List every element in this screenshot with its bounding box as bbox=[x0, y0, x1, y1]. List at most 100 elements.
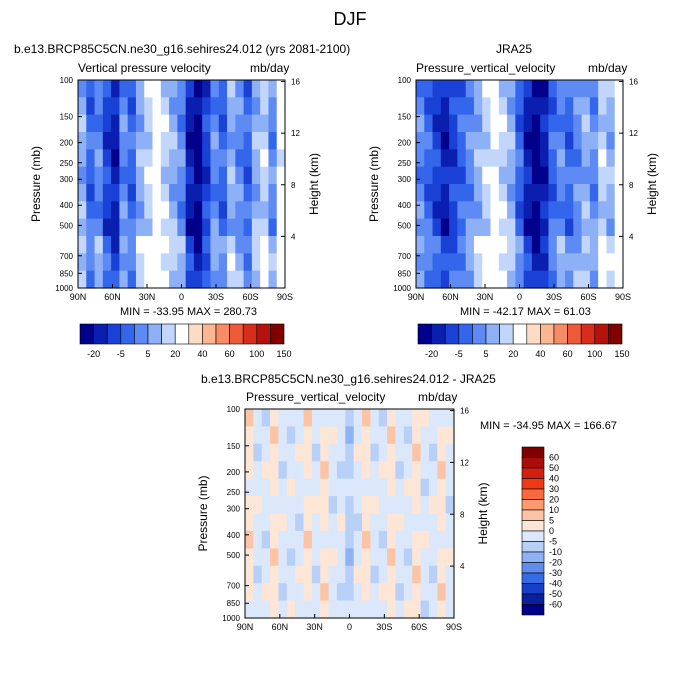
heatmap-cell bbox=[437, 513, 447, 532]
heatmap-cell bbox=[243, 149, 253, 168]
heatmap-cell bbox=[614, 253, 624, 272]
colorbar-label: -50 bbox=[549, 589, 562, 599]
y-tick-label: 100 bbox=[398, 76, 412, 85]
heatmap-cell bbox=[169, 149, 178, 168]
heatmap-cell bbox=[177, 270, 187, 289]
heatmap-cell bbox=[420, 443, 430, 462]
heatmap-cell bbox=[286, 443, 296, 462]
heatmap-cell bbox=[581, 218, 591, 237]
heatmap-cell bbox=[295, 548, 305, 567]
heatmap-cell bbox=[243, 184, 253, 202]
heatmap-cell bbox=[235, 201, 245, 220]
colorbar-label: 20 bbox=[549, 495, 559, 505]
heatmap-cell bbox=[152, 97, 162, 116]
heatmap-cell bbox=[278, 530, 288, 549]
heatmap-cell bbox=[328, 461, 338, 480]
y-tick-label: 150 bbox=[60, 113, 74, 122]
heatmap-cell bbox=[416, 218, 425, 237]
heatmap-cell bbox=[362, 513, 371, 532]
heatmap-cell bbox=[345, 565, 355, 584]
heatmap-cell bbox=[432, 149, 442, 168]
heatmap-cell bbox=[565, 97, 574, 116]
heatmap-cell bbox=[490, 253, 500, 272]
heatmap-cell bbox=[416, 184, 425, 202]
heatmap-cell bbox=[253, 600, 263, 619]
heatmap-cell bbox=[295, 461, 305, 480]
heatmap-cell bbox=[245, 478, 254, 497]
y-tick-label: 400 bbox=[398, 201, 412, 210]
heatmap-cell bbox=[614, 149, 624, 168]
heatmap-cell bbox=[614, 114, 624, 133]
y2-tick-label: 8 bbox=[629, 181, 634, 190]
heatmap-cell bbox=[540, 80, 550, 98]
heatmap-cell bbox=[556, 201, 566, 220]
heatmap-cell bbox=[185, 166, 195, 185]
x-tick-label: 90N bbox=[70, 292, 87, 302]
heatmap-cell bbox=[507, 236, 516, 254]
heatmap-cell bbox=[135, 236, 145, 254]
heatmap-cell bbox=[490, 80, 500, 98]
heatmap-cell bbox=[449, 97, 458, 116]
heatmap-cell bbox=[268, 149, 278, 168]
heatmap-cell bbox=[387, 600, 397, 619]
heatmap-cell bbox=[260, 270, 270, 289]
heatmap-cell bbox=[243, 270, 253, 289]
colorbar-swatch bbox=[594, 323, 609, 345]
heatmap-cell bbox=[420, 496, 430, 515]
heatmap-cell bbox=[437, 443, 447, 462]
heatmap-cell bbox=[531, 97, 541, 116]
heatmap-cell bbox=[320, 443, 330, 462]
heatmap-cell bbox=[260, 253, 270, 272]
heatmap-cell bbox=[227, 184, 236, 202]
heatmap-cell bbox=[119, 80, 129, 98]
heatmap-cell bbox=[614, 166, 624, 185]
heatmap-cell bbox=[606, 132, 616, 150]
heatmap-cell bbox=[473, 132, 483, 150]
heatmap-cell bbox=[243, 166, 253, 185]
heatmap-cell bbox=[370, 426, 380, 445]
heatmap-cell bbox=[227, 80, 236, 98]
heatmap-cell bbox=[523, 218, 533, 237]
heatmap-cell bbox=[202, 184, 212, 202]
heatmap-cell bbox=[370, 600, 380, 619]
heatmap-cell bbox=[465, 132, 475, 150]
heatmap-cell bbox=[412, 478, 422, 497]
y2-tick-label: 4 bbox=[629, 232, 634, 241]
heatmap-cell bbox=[127, 270, 137, 289]
heatmap-cell bbox=[490, 166, 500, 185]
heatmap-cell bbox=[261, 565, 271, 584]
heatmap-cell bbox=[432, 114, 442, 133]
heatmap-cell bbox=[378, 443, 388, 462]
heatmap-cell bbox=[276, 236, 286, 254]
heatmap-cell bbox=[328, 583, 338, 602]
heatmap-cell bbox=[102, 218, 112, 237]
heatmap-cell bbox=[420, 461, 430, 480]
heatmap-cell bbox=[573, 218, 583, 237]
heatmap-cell bbox=[152, 132, 162, 150]
heatmap-cell bbox=[403, 409, 413, 428]
heatmap-cell bbox=[119, 149, 129, 168]
heatmap-cell bbox=[353, 548, 363, 567]
heatmap-cell bbox=[102, 114, 112, 133]
heatmap-cell bbox=[202, 80, 212, 98]
heatmap-cell bbox=[403, 496, 413, 515]
heatmap-cell bbox=[144, 201, 154, 220]
colorbar-label: 40 bbox=[197, 349, 207, 359]
x-tick-label: 60S bbox=[580, 292, 596, 302]
heatmap-cell bbox=[295, 478, 305, 497]
heatmap-cell bbox=[261, 409, 271, 428]
heatmap-cell bbox=[424, 114, 434, 133]
colorbar-swatch bbox=[553, 323, 568, 345]
heatmap-cell bbox=[94, 184, 104, 202]
heatmap-cell bbox=[218, 253, 228, 272]
colorbar-label: 5 bbox=[145, 349, 150, 359]
heatmap-cell bbox=[573, 253, 583, 272]
heatmap-cell bbox=[270, 443, 280, 462]
heatmap-cell bbox=[589, 149, 599, 168]
heatmap-cell bbox=[473, 97, 483, 116]
heatmap-cell bbox=[261, 496, 271, 515]
heatmap-cell bbox=[202, 149, 212, 168]
heatmap-cell bbox=[144, 236, 154, 254]
heatmap-cell bbox=[449, 80, 458, 98]
y-tick-label: 300 bbox=[227, 505, 241, 514]
